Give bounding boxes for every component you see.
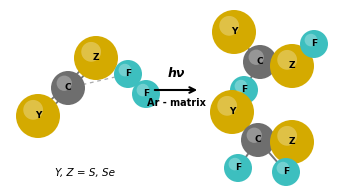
Circle shape — [243, 45, 277, 79]
Circle shape — [247, 128, 262, 143]
Circle shape — [229, 158, 241, 170]
Circle shape — [119, 64, 131, 76]
Circle shape — [277, 126, 297, 146]
Text: F: F — [311, 40, 317, 49]
Text: F: F — [283, 167, 289, 177]
Circle shape — [74, 36, 118, 80]
Circle shape — [23, 100, 43, 120]
Circle shape — [270, 44, 314, 88]
Text: F: F — [143, 90, 149, 98]
Text: C: C — [65, 84, 71, 92]
Circle shape — [210, 90, 254, 134]
Text: Y, Z = S, Se: Y, Z = S, Se — [55, 168, 115, 178]
Text: Y: Y — [231, 28, 237, 36]
Text: F: F — [241, 85, 247, 94]
Circle shape — [57, 76, 72, 91]
Circle shape — [272, 158, 300, 186]
Circle shape — [81, 42, 101, 62]
Text: Z: Z — [289, 138, 295, 146]
Circle shape — [212, 10, 256, 54]
Circle shape — [137, 84, 149, 96]
Circle shape — [132, 80, 160, 108]
Circle shape — [51, 71, 85, 105]
Circle shape — [241, 123, 275, 157]
Text: C: C — [257, 57, 263, 67]
Circle shape — [217, 96, 237, 116]
Text: Z: Z — [289, 61, 295, 70]
Circle shape — [277, 50, 297, 70]
Circle shape — [304, 34, 317, 46]
Circle shape — [114, 60, 142, 88]
Text: F: F — [125, 70, 131, 78]
Circle shape — [230, 76, 258, 104]
Circle shape — [276, 162, 289, 174]
Circle shape — [270, 120, 314, 164]
Text: Ar - matrix: Ar - matrix — [147, 98, 206, 108]
Text: Y: Y — [35, 112, 41, 121]
Text: F: F — [235, 163, 241, 173]
Circle shape — [249, 50, 264, 65]
Circle shape — [219, 16, 239, 36]
Circle shape — [235, 80, 247, 92]
Circle shape — [16, 94, 60, 138]
Text: C: C — [255, 136, 261, 145]
Text: Y: Y — [229, 108, 235, 116]
Text: Z: Z — [93, 53, 99, 63]
Circle shape — [300, 30, 328, 58]
Text: hν: hν — [167, 67, 185, 80]
Circle shape — [224, 154, 252, 182]
